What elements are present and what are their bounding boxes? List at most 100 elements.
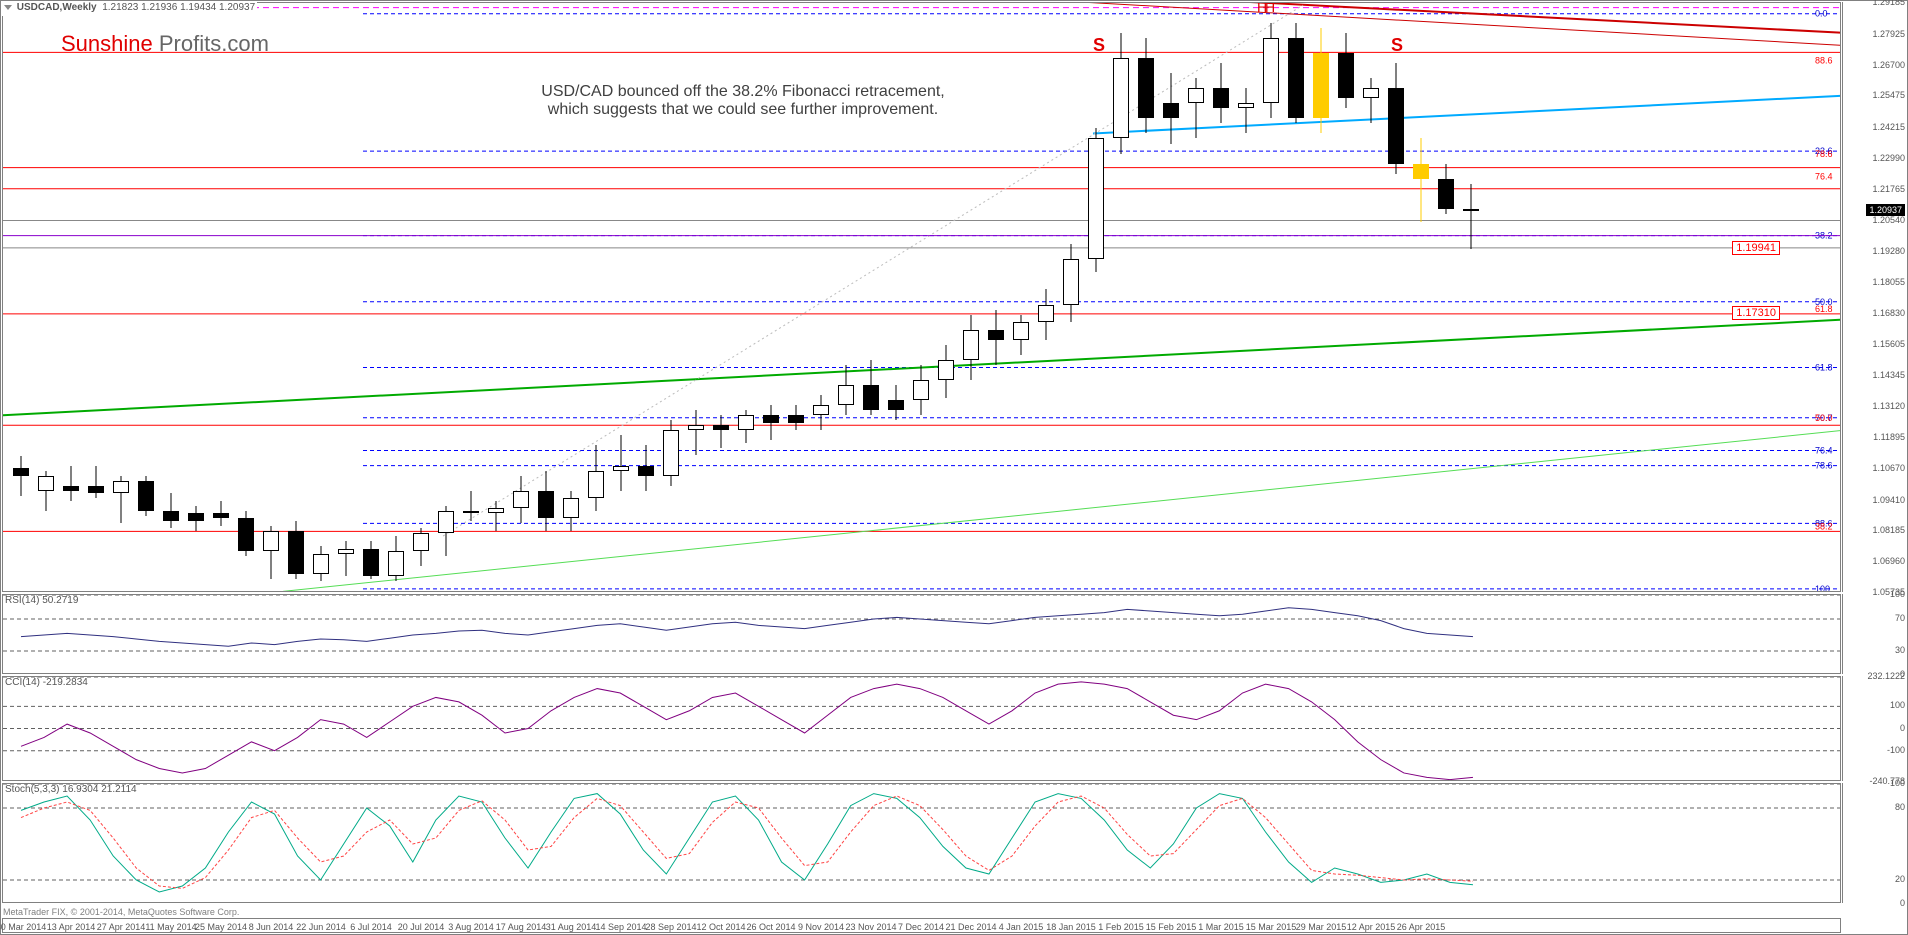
svg-text:88.6: 88.6 — [1815, 518, 1833, 528]
y-label: 1.15605 — [1872, 339, 1905, 349]
candle[interactable] — [1138, 3, 1154, 592]
price-high: 1.21936 — [141, 2, 177, 13]
candle[interactable] — [363, 3, 379, 592]
candle[interactable] — [213, 3, 229, 592]
h-mark: H — [1265, 2, 1275, 15]
svg-text:88.6: 88.6 — [1815, 56, 1833, 66]
cci-pane[interactable]: CCI(14) -219.2834 — [2, 676, 1841, 781]
y-label: 1.19280 — [1872, 246, 1905, 256]
candle[interactable] — [1313, 3, 1329, 592]
svg-text:78.6: 78.6 — [1815, 461, 1833, 471]
y-label: 1.21765 — [1872, 184, 1905, 194]
svg-text:38.2: 38.2 — [1815, 231, 1833, 241]
candle[interactable] — [288, 3, 304, 592]
candle[interactable] — [388, 3, 404, 592]
candle[interactable] — [1188, 3, 1204, 592]
candle[interactable] — [1263, 3, 1279, 592]
stoch-svg — [3, 784, 1841, 903]
x-label: 31 Aug 2014 — [546, 922, 597, 932]
svg-text:76.4: 76.4 — [1815, 171, 1833, 181]
candle[interactable] — [13, 3, 29, 592]
svg-text:38.2: 38.2 — [1815, 521, 1833, 531]
candle[interactable] — [238, 3, 254, 592]
y-label: 80 — [1895, 802, 1905, 812]
y-label: 70 — [1895, 613, 1905, 623]
y-label: 1.14345 — [1872, 370, 1905, 380]
annotation-text: USD/CAD bounced off the 38.2% Fibonacci … — [433, 83, 1053, 119]
y-label: 1.08185 — [1872, 525, 1905, 535]
x-label: 21 Dec 2014 — [945, 922, 996, 932]
dropdown-icon[interactable] — [4, 5, 12, 10]
y-label: 20 — [1895, 874, 1905, 884]
candle[interactable] — [313, 3, 329, 592]
candle[interactable] — [1438, 3, 1454, 592]
y-label: 0 — [1900, 723, 1905, 733]
x-label: 6 Jul 2014 — [350, 922, 392, 932]
svg-text:100: 100 — [1815, 584, 1830, 592]
candle[interactable] — [1088, 3, 1104, 592]
x-label: 26 Oct 2014 — [746, 922, 795, 932]
svg-text:76.4: 76.4 — [1815, 445, 1833, 455]
candle[interactable] — [113, 3, 129, 592]
price-box-label: 1.19941 — [1732, 241, 1780, 255]
stoch-y-axis: 02080100 — [1842, 783, 1907, 903]
x-label: 30 Mar 2014 — [0, 922, 46, 932]
x-label: 1 Feb 2015 — [1098, 922, 1144, 932]
x-label: 12 Apr 2015 — [1347, 922, 1396, 932]
candle[interactable] — [263, 3, 279, 592]
candle[interactable] — [1363, 3, 1379, 592]
candle[interactable] — [1338, 3, 1354, 592]
cci-svg — [3, 677, 1841, 781]
x-label: 3 Aug 2014 — [448, 922, 494, 932]
y-label: 100 — [1890, 589, 1905, 599]
candle[interactable] — [1288, 3, 1304, 592]
y-label: 1.06960 — [1872, 556, 1905, 566]
x-label: 18 Jan 2015 — [1046, 922, 1096, 932]
candle[interactable] — [163, 3, 179, 592]
cci-title: CCI(14) -219.2834 — [5, 677, 88, 688]
y-label: 1.20540 — [1872, 215, 1905, 225]
rsi-pane[interactable]: RSI(14) 50.2719 — [2, 594, 1841, 674]
candle[interactable] — [88, 3, 104, 592]
x-label: 26 Apr 2015 — [1397, 922, 1446, 932]
candle[interactable] — [1388, 3, 1404, 592]
y-label: 1.16830 — [1872, 308, 1905, 318]
x-axis: 30 Mar 201413 Apr 201427 Apr 201411 May … — [2, 918, 1841, 933]
svg-text:50.0: 50.0 — [1815, 297, 1833, 307]
rsi-title: RSI(14) 50.2719 — [5, 595, 78, 606]
x-label: 12 Oct 2014 — [696, 922, 745, 932]
price-pane[interactable]: USD/CAD bounced off the 38.2% Fibonacci … — [2, 2, 1841, 592]
last-price-box: 1.20937 — [1866, 204, 1905, 216]
x-label: 15 Feb 2015 — [1146, 922, 1197, 932]
candle[interactable] — [1463, 3, 1479, 592]
candle[interactable] — [1413, 3, 1429, 592]
stoch-pane[interactable]: Stoch(5,3,3) 16.9304 21.2114 — [2, 783, 1841, 903]
brand-1: Sunshine — [61, 31, 153, 56]
y-label: 1.10670 — [1872, 463, 1905, 473]
y-label: 1.13120 — [1872, 401, 1905, 411]
x-label: 7 Dec 2014 — [898, 922, 944, 932]
candle[interactable] — [413, 3, 429, 592]
svg-text:0.0: 0.0 — [1815, 9, 1828, 19]
candle[interactable] — [188, 3, 204, 592]
candle[interactable] — [1213, 3, 1229, 592]
candle[interactable] — [63, 3, 79, 592]
x-label: 11 May 2014 — [145, 922, 196, 932]
candle[interactable] — [1113, 3, 1129, 592]
candle[interactable] — [38, 3, 54, 592]
x-label: 27 Apr 2014 — [97, 922, 146, 932]
candle[interactable] — [1238, 3, 1254, 592]
price-open: 1.21823 — [102, 2, 138, 13]
x-label: 22 Jun 2014 — [296, 922, 346, 932]
y-label: 100 — [1890, 700, 1905, 710]
candle[interactable] — [1063, 3, 1079, 592]
svg-text:23.6: 23.6 — [1815, 146, 1833, 156]
x-label: 25 May 2014 — [195, 922, 247, 932]
y-label: 1.29185 — [1872, 0, 1905, 7]
candle[interactable] — [138, 3, 154, 592]
y-label: 1.18055 — [1872, 277, 1905, 287]
candle[interactable] — [338, 3, 354, 592]
candle[interactable] — [1163, 3, 1179, 592]
cci-y-axis: -240.778-1000100232.1222 — [1842, 676, 1907, 781]
x-label: 29 Mar 2015 — [1296, 922, 1347, 932]
